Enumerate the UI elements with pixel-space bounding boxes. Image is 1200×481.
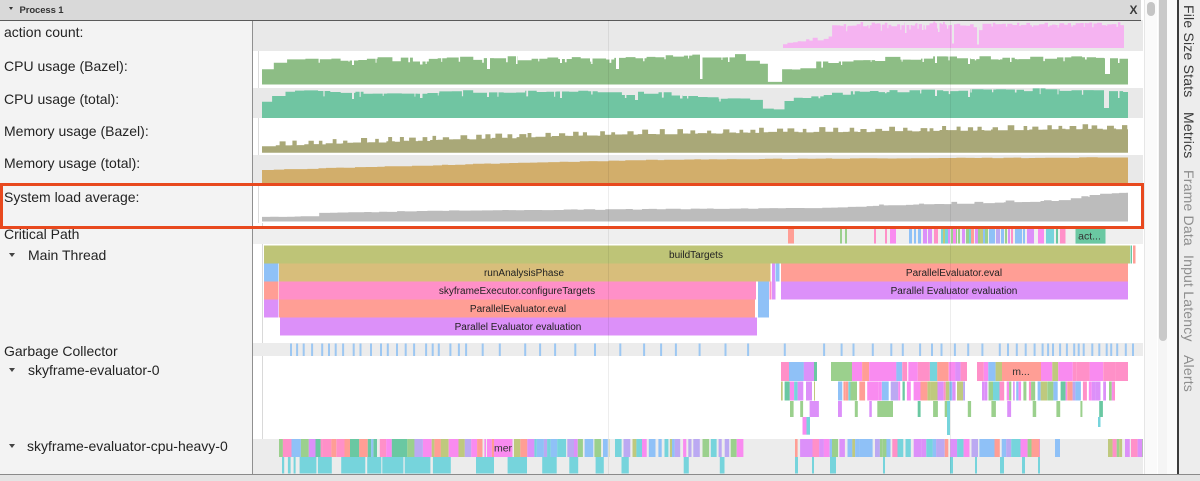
svg-text:buildTargets: buildTargets xyxy=(669,250,723,261)
svg-text:ParallelEvaluator.eval: ParallelEvaluator.eval xyxy=(470,304,566,315)
svg-text:ParallelEvaluator.eval: ParallelEvaluator.eval xyxy=(906,268,1002,279)
svg-text:runAnalysisPhase: runAnalysisPhase xyxy=(484,268,564,279)
svg-text:skyframeExecutor.configureTarg: skyframeExecutor.configureTargets xyxy=(439,286,595,297)
svg-text:m...: m... xyxy=(1012,366,1030,378)
svg-text:mer: mer xyxy=(494,443,513,455)
svg-text:act...: act... xyxy=(1078,231,1101,243)
svg-text:Parallel Evaluator evaluation: Parallel Evaluator evaluation xyxy=(455,322,582,333)
svg-text:Parallel Evaluator evaluation: Parallel Evaluator evaluation xyxy=(891,286,1018,297)
